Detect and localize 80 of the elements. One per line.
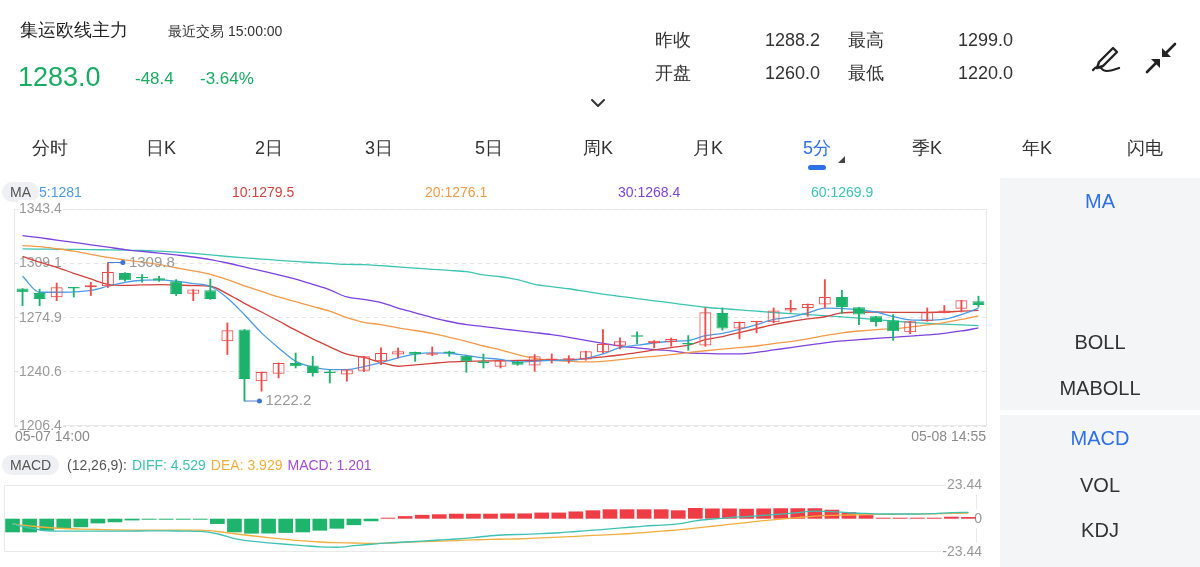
- bar: [227, 518, 242, 533]
- bar: [602, 509, 618, 519]
- bar: [5, 518, 20, 533]
- text: 60:1269.9: [811, 183, 874, 202]
- chart-title: MA: [2, 182, 39, 202]
- bar: [431, 514, 447, 519]
- bar: [483, 513, 498, 519]
- bar: [653, 509, 669, 519]
- bar: [705, 508, 720, 519]
- bar: [500, 513, 515, 519]
- bar: [670, 510, 686, 519]
- text: KDJ: [1081, 519, 1119, 541]
- chart-title: MACD: [2, 455, 60, 475]
- text: 闪电: [1127, 138, 1163, 158]
- bar: [619, 509, 635, 519]
- text: DIFF: 4.529: [131, 456, 206, 475]
- bar: [414, 514, 430, 519]
- text: -48.4: [135, 69, 174, 88]
- bar: [551, 512, 567, 519]
- bar: [517, 513, 532, 519]
- bar: [858, 515, 874, 519]
- bar: [261, 518, 276, 534]
- text: 开盘: [655, 63, 691, 83]
- bar: [568, 511, 584, 519]
- bar: [534, 512, 550, 519]
- text: 2日: [254, 138, 284, 158]
- bar: [449, 513, 464, 519]
- text: 5分: [802, 138, 832, 158]
- y-tick-label: -23.44: [942, 542, 983, 559]
- bar: [397, 516, 413, 519]
- text: MABOLL: [1059, 377, 1141, 399]
- text: 1288.2: [765, 30, 821, 50]
- y-tick-label: 1343.4: [19, 200, 63, 217]
- bar: [585, 510, 601, 519]
- bar: [210, 518, 225, 524]
- text: 3日: [364, 138, 394, 158]
- text: VOL: [1079, 474, 1121, 496]
- text: 最近交易 15:00:00: [168, 23, 283, 39]
- text: 分时: [32, 138, 68, 158]
- text: 1220.0: [958, 63, 1014, 83]
- text: 20:1276.1: [425, 183, 488, 202]
- text: 最低: [848, 63, 884, 83]
- text: DEA: 3.929: [210, 456, 283, 475]
- y-tick-label: 1240.6: [19, 362, 63, 379]
- text: 日K: [145, 138, 177, 158]
- text: 30:1268.4: [618, 183, 681, 202]
- text: 1299.0: [958, 30, 1014, 50]
- bar: [56, 518, 72, 529]
- bar: [329, 518, 345, 529]
- legend-title: (12,26,9):: [67, 456, 127, 475]
- bar: [278, 518, 293, 533]
- text: 月K: [692, 138, 724, 158]
- bar: [244, 518, 259, 534]
- text: 季K: [911, 138, 943, 158]
- text: 周K: [582, 138, 614, 158]
- text: MA: [1085, 190, 1115, 212]
- text: 5:1281: [39, 183, 82, 202]
- text: 1283.0: [18, 62, 101, 92]
- text: -3.64%: [200, 69, 254, 88]
- text: 05-08 14:55: [911, 427, 987, 444]
- text: 昨收: [655, 30, 691, 50]
- text: 年K: [1021, 138, 1053, 158]
- text: BOLL: [1074, 331, 1126, 353]
- bar: [688, 507, 703, 519]
- y-tick-label: 23.44: [946, 476, 983, 493]
- text: 最高: [848, 30, 884, 50]
- text: 集运欧线主力: [20, 20, 128, 40]
- y-tick-label: 0: [974, 509, 983, 526]
- text: MACD: [1070, 427, 1130, 449]
- bar: [295, 518, 311, 533]
- bar: [466, 513, 481, 519]
- bar: [73, 518, 89, 528]
- text: 10:1279.5: [232, 183, 295, 202]
- annotation: 1222.2: [265, 391, 312, 409]
- text: 1260.0: [765, 63, 821, 83]
- bar: [636, 509, 652, 519]
- y-tick-label: 1274.9: [19, 308, 63, 325]
- text: 5日: [474, 138, 504, 158]
- text: MACD: 1.201: [287, 456, 372, 475]
- bar: [312, 518, 328, 531]
